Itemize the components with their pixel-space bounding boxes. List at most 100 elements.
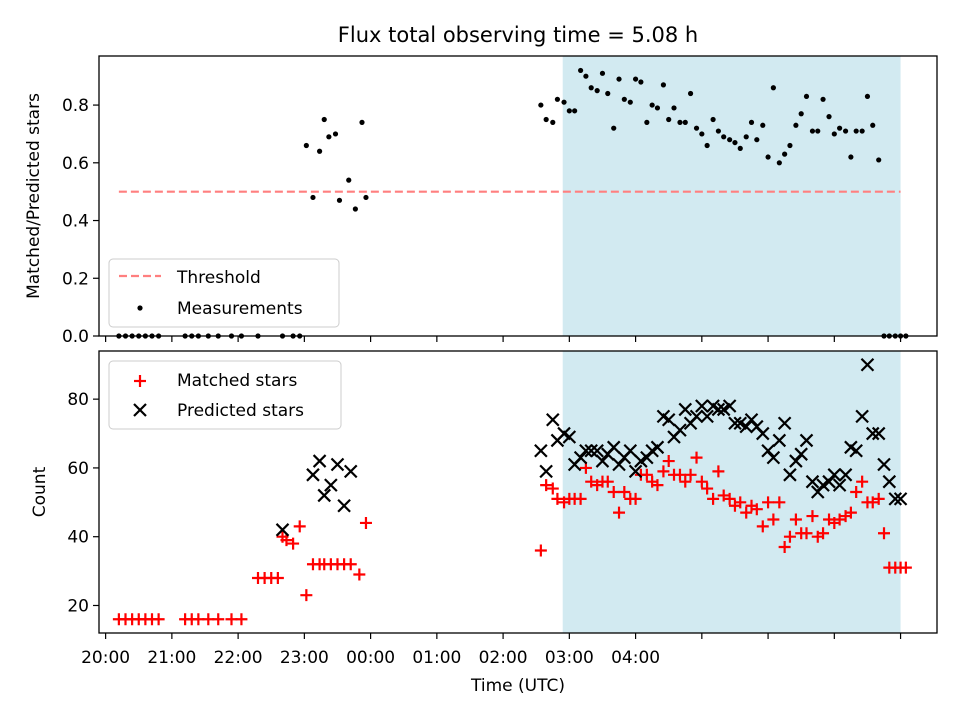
measurement-point xyxy=(743,134,749,140)
legend-measurement-label: Measurements xyxy=(177,299,303,319)
y-tick-label: 80 xyxy=(67,390,89,410)
matched-star-point xyxy=(800,527,813,540)
measurement-point xyxy=(566,108,572,114)
matched-star-point xyxy=(872,492,885,505)
predicted-star-point xyxy=(343,464,358,479)
x-tick-label: 23:00 xyxy=(280,648,329,668)
matched-star-point xyxy=(806,510,819,523)
matched-star-point xyxy=(707,492,720,505)
matched-star-point xyxy=(534,544,547,557)
measurement-point xyxy=(776,160,782,166)
y-tick-label: 0.6 xyxy=(62,154,89,174)
matched-star-point xyxy=(551,492,564,505)
measurement-point xyxy=(853,128,859,134)
measurement-point xyxy=(831,131,837,137)
matched-star-point xyxy=(300,589,313,602)
measurement-point xyxy=(578,67,584,74)
shaded-region xyxy=(562,56,901,336)
top-legend: Threshold Measurements xyxy=(108,258,340,328)
legend-predicted-label: Predicted stars xyxy=(177,401,304,421)
x-tick-label: 00:00 xyxy=(346,648,395,668)
x-tick-label: 03:00 xyxy=(545,648,594,668)
measurement-point xyxy=(809,128,816,134)
predicted-star-point xyxy=(275,523,290,537)
matched-star-point xyxy=(235,613,248,626)
measurement-point xyxy=(363,194,369,201)
measurement-point xyxy=(748,119,755,125)
measurement-point xyxy=(803,93,810,100)
predicted-star-point xyxy=(661,413,676,427)
y-tick-label: 0.0 xyxy=(62,327,89,347)
top-panel: 0.00.20.40.60.8 Matched/Predicted stars … xyxy=(24,55,938,347)
matched-star-point xyxy=(344,558,357,571)
predicted-star-point xyxy=(584,443,598,458)
measurement-point xyxy=(876,157,882,163)
predicted-star-point xyxy=(799,433,814,448)
predicted-star-point xyxy=(534,443,548,458)
predicted-star-point xyxy=(612,457,626,472)
matched-stars-points xyxy=(112,451,912,626)
measurement-point xyxy=(588,85,594,91)
x-tick-label: 04:00 xyxy=(611,648,660,668)
predicted-star-point xyxy=(783,468,797,482)
y-tick-label: 0.8 xyxy=(62,96,89,116)
matched-star-point xyxy=(540,479,553,492)
predicted-star-point xyxy=(805,474,820,489)
measurement-point xyxy=(732,139,738,146)
matched-star-point xyxy=(789,513,802,526)
predicted-star-point xyxy=(562,430,577,444)
matched-star-point xyxy=(152,613,165,626)
measurement-point xyxy=(710,116,716,123)
predicted-star-point xyxy=(700,409,714,424)
matched-star-point xyxy=(359,516,372,529)
predicted-star-point xyxy=(573,450,588,465)
matched-star-point xyxy=(899,561,912,574)
matched-star-point xyxy=(684,468,697,481)
bottom-legend-box xyxy=(108,360,342,430)
bottom-x-ticks: 20:00 21:00 22:00 23:00 00:00 01:00 02:00 03:00… xyxy=(81,633,902,668)
x-axis-label: Time (UTC) xyxy=(470,676,565,696)
measurement-point xyxy=(359,119,365,125)
matched-star-point xyxy=(212,613,225,626)
measurement-point xyxy=(793,122,799,128)
x-tick-label: 22:00 xyxy=(214,648,263,668)
measurement-point xyxy=(543,116,549,123)
measurement-point xyxy=(727,137,733,143)
predicted-star-point xyxy=(838,468,853,482)
measurement-point xyxy=(594,88,600,94)
predicted-star-point xyxy=(728,416,742,430)
measurement-point xyxy=(605,90,611,97)
x-tick-label: 21:00 xyxy=(147,648,196,668)
measurement-point xyxy=(321,116,327,123)
legend-matched-swatch xyxy=(134,375,146,387)
predicted-star-point xyxy=(822,474,836,489)
measurement-point xyxy=(715,128,721,134)
measurement-point xyxy=(859,128,865,134)
measurement-point xyxy=(572,108,578,114)
predicted-star-point xyxy=(640,450,654,465)
matched-star-point xyxy=(601,475,614,488)
predicted-star-point xyxy=(623,443,638,458)
matched-star-point xyxy=(613,506,626,519)
measurement-point xyxy=(760,122,766,128)
matched-star-point xyxy=(280,534,293,547)
x-tick-label: 02:00 xyxy=(479,648,528,668)
measurement-point xyxy=(654,105,661,111)
matched-star-point xyxy=(574,492,587,505)
bottom-panel: 20 40 60 80 20:00 21:00 22:00 23:00 00:00 01:00 0… xyxy=(30,350,938,696)
matched-star-point xyxy=(695,475,708,488)
predicted-stars-points xyxy=(275,357,908,537)
top-x-ticks xyxy=(105,336,902,342)
matched-star-point xyxy=(734,496,747,509)
measurement-point xyxy=(611,125,617,131)
measurement-point xyxy=(782,151,788,157)
measurement-point xyxy=(864,93,871,100)
matched-star-point xyxy=(850,486,863,498)
matched-star-point xyxy=(618,486,631,498)
predicted-star-point xyxy=(324,478,338,492)
bottom-y-axis-label: Count xyxy=(30,466,50,517)
measurement-point xyxy=(704,142,710,149)
measurement-point xyxy=(693,125,700,131)
matched-star-point xyxy=(271,571,284,584)
